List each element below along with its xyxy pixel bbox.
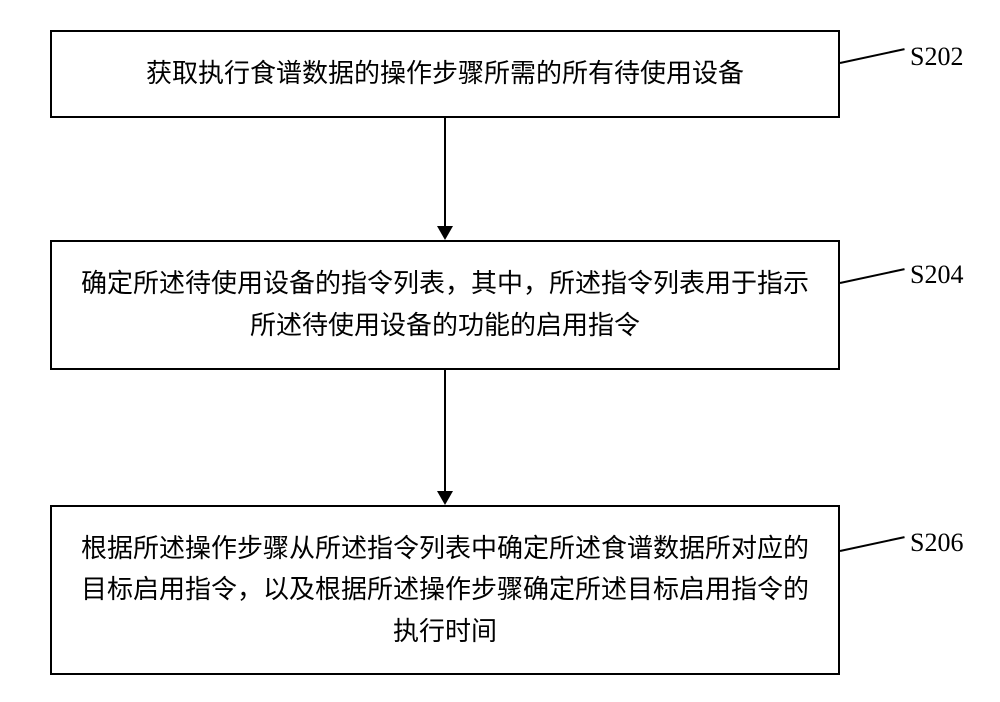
flow-step-b3: 根据所述操作步骤从所述指令列表中确定所述食谱数据所对应的目标启用指令，以及根据所… [50,505,840,675]
arrow-stem [444,370,446,493]
flow-step-text: 根据所述操作步骤从所述指令列表中确定所述食谱数据所对应的目标启用指令，以及根据所… [72,528,818,653]
step-label-b3: S206 [910,528,963,558]
flow-step-text: 确定所述待使用设备的指令列表，其中，所述指令列表用于指示所述待使用设备的功能的启… [72,263,818,346]
leader-line [840,268,905,284]
flow-step-b1: 获取执行食谱数据的操作步骤所需的所有待使用设备 [50,30,840,118]
arrow-stem [444,118,446,228]
arrow-head-icon [437,491,453,505]
flow-step-text: 获取执行食谱数据的操作步骤所需的所有待使用设备 [146,53,744,95]
step-label-b1: S202 [910,42,963,72]
leader-line [840,536,905,552]
arrow-head-icon [437,226,453,240]
flow-step-b2: 确定所述待使用设备的指令列表，其中，所述指令列表用于指示所述待使用设备的功能的启… [50,240,840,370]
step-label-b2: S204 [910,260,963,290]
leader-line [840,48,905,64]
